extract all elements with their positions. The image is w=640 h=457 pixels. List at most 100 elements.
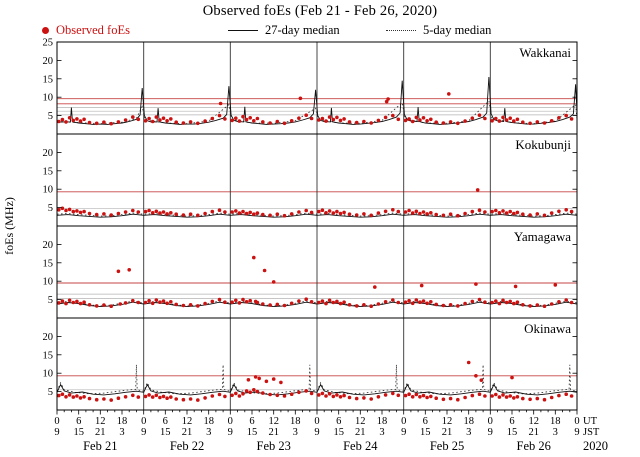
y-tick-label: 15	[43, 166, 54, 177]
y-tick-label: 10	[43, 369, 54, 380]
jst-tick-label: 3	[119, 427, 124, 438]
y-tick-label: 15	[43, 74, 54, 85]
ut-unit-label: UT	[583, 416, 598, 427]
y-tick-label: 5	[48, 203, 53, 214]
ut-tick-label: 6	[509, 416, 514, 427]
jst-unit-label: JST	[583, 427, 600, 438]
jst-tick-label: 3	[553, 427, 558, 438]
x-axis: 0961512211830961512211830961512211830961…	[54, 410, 608, 453]
day-label: Feb 23	[257, 439, 291, 453]
ut-tick-label: 6	[76, 416, 81, 427]
ut-tick-label: 18	[203, 416, 214, 427]
station-label: Kokubunji	[515, 137, 571, 152]
ut-tick-label: 18	[377, 416, 388, 427]
station-label: Wakkanai	[519, 45, 571, 60]
median27-line	[56, 301, 578, 308]
ut-tick-label: 6	[163, 416, 168, 427]
jst-tick-label: 9	[401, 427, 406, 438]
median5-line	[56, 364, 578, 395]
median27-line	[56, 383, 578, 396]
ut-tick-label: 0	[228, 416, 233, 427]
ut-tick-label: 18	[463, 416, 474, 427]
legend-median27: 27-day median	[228, 23, 340, 38]
observed-points	[57, 188, 574, 218]
ut-tick-label: 6	[249, 416, 254, 427]
ut-tick-label: 18	[550, 416, 561, 427]
ut-tick-label: 6	[423, 416, 428, 427]
panel-yamagawa: Yamagawa 5 10 15 20	[43, 225, 578, 319]
station-label: Yamagawa	[514, 229, 571, 244]
jst-tick-label: 3	[206, 427, 211, 438]
jst-tick-label: 9	[488, 427, 493, 438]
jst-tick-label: 9	[54, 427, 59, 438]
ut-tick-label: 0	[54, 416, 59, 427]
jst-tick-label: 9	[314, 427, 319, 438]
jst-tick-label: 9	[574, 427, 579, 438]
solid-line-icon	[228, 30, 258, 31]
day-label: Feb 24	[343, 439, 378, 453]
panel-kokubunji: Kokubunji 5 10 15 20	[43, 133, 578, 227]
jst-tick-label: 15	[420, 427, 431, 438]
jst-tick-label: 21	[182, 427, 193, 438]
jst-tick-label: 15	[160, 427, 171, 438]
jst-tick-label: 9	[141, 427, 146, 438]
observed-dot-icon	[42, 27, 49, 34]
jst-tick-label: 15	[247, 427, 258, 438]
y-tick-label: 5	[48, 111, 53, 122]
ut-tick-label: 12	[355, 416, 366, 427]
jst-tick-label: 21	[442, 427, 453, 438]
jst-tick-label: 9	[228, 427, 233, 438]
legend-median27-label: 27-day median	[265, 23, 340, 37]
jst-tick-label: 3	[293, 427, 298, 438]
ut-tick-label: 0	[141, 416, 146, 427]
median5-line	[56, 212, 578, 217]
ut-tick-label: 12	[95, 416, 106, 427]
legend-median5: 5-day median	[386, 23, 491, 38]
ut-tick-label: 12	[268, 416, 279, 427]
day-label: Feb 26	[517, 439, 551, 453]
year-label: 2020	[583, 439, 608, 453]
y-tick-label: 5	[48, 295, 53, 306]
y-tick-label: 25	[43, 38, 54, 49]
panel-okinawa: Okinawa 5 10 15 20	[43, 317, 578, 411]
jst-tick-label: 21	[528, 427, 539, 438]
ut-tick-label: 12	[528, 416, 539, 427]
y-tick-label: 20	[43, 56, 54, 67]
ut-tick-label: 0	[401, 416, 406, 427]
legend-median5-label: 5-day median	[423, 23, 492, 37]
dotted-line-icon	[386, 30, 416, 31]
day-label: Feb 21	[83, 439, 117, 453]
station-label: Okinawa	[524, 321, 571, 336]
ut-tick-label: 0	[574, 416, 579, 427]
jst-tick-label: 15	[333, 427, 344, 438]
median27-line	[56, 213, 578, 218]
jst-tick-label: 15	[73, 427, 84, 438]
legend-observed: Observed foEs	[42, 23, 130, 38]
legend-observed-label: Observed foEs	[56, 23, 130, 37]
foes-chart: Wakkanai510152025Kokubunji5101520Yamagaw…	[2, 38, 608, 453]
y-tick-label: 15	[43, 258, 54, 269]
y-axis-title: foEs (MHz)	[2, 197, 16, 255]
observed-points	[57, 255, 574, 309]
chart-title: Observed foEs (Feb 21 - Feb 26, 2020)	[202, 3, 438, 19]
y-tick-label: 10	[43, 277, 54, 288]
day-label: Feb 25	[430, 439, 464, 453]
ut-tick-label: 12	[442, 416, 453, 427]
y-tick-label: 5	[48, 387, 53, 398]
y-tick-label: 15	[43, 350, 54, 361]
ut-tick-label: 12	[182, 416, 193, 427]
chart-legend: Observed foEs 27-day median 5-day median	[0, 23, 640, 40]
day-label: Feb 22	[170, 439, 204, 453]
observed-points	[57, 92, 574, 126]
jst-tick-label: 3	[466, 427, 471, 438]
y-tick-label: 10	[43, 185, 54, 196]
ut-tick-label: 18	[117, 416, 128, 427]
y-tick-label: 10	[43, 93, 54, 104]
ut-tick-label: 0	[488, 416, 493, 427]
y-tick-label: 20	[43, 148, 54, 159]
y-tick-label: 20	[43, 240, 54, 251]
ut-tick-label: 6	[336, 416, 341, 427]
jst-tick-label: 21	[95, 427, 106, 438]
observed-points	[57, 360, 574, 402]
jst-tick-label: 15	[507, 427, 518, 438]
